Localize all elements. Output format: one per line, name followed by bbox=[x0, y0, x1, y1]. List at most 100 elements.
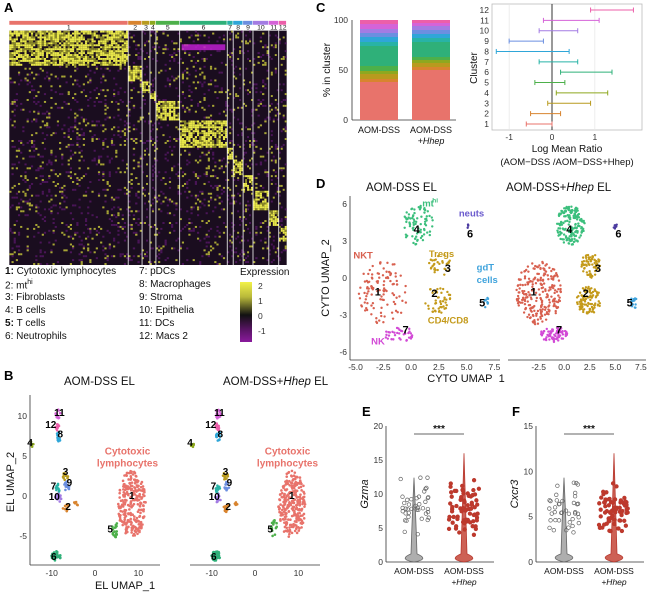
heatmap-cell bbox=[142, 188, 145, 191]
heatmap-cell bbox=[41, 112, 44, 115]
heatmap-cell bbox=[164, 63, 167, 66]
heatmap-cell bbox=[67, 145, 70, 148]
heatmap-cell bbox=[284, 120, 287, 123]
cluster-id-label: 12 bbox=[279, 25, 287, 32]
heatmap-cell bbox=[43, 38, 47, 41]
heatmap-cell bbox=[28, 40, 31, 43]
heatmap-cell bbox=[284, 130, 287, 133]
umap-point bbox=[223, 507, 227, 510]
heatmap-cell bbox=[78, 46, 81, 49]
heatmap-cell bbox=[11, 32, 14, 35]
umap-point bbox=[390, 311, 394, 314]
heatmap-cell bbox=[37, 167, 40, 170]
umap-point bbox=[547, 277, 550, 281]
heatmap-cell bbox=[100, 61, 103, 64]
umap-point bbox=[300, 526, 303, 529]
heatmap: 1 2 3 4 5 6 7 8 9 10 11 12 bbox=[9, 20, 287, 265]
heatmap-cell bbox=[155, 116, 159, 119]
heatmap-cell bbox=[104, 108, 107, 111]
heatmap-cell bbox=[155, 247, 159, 250]
heatmap-cell bbox=[84, 75, 88, 78]
heatmap-cell bbox=[30, 140, 34, 142]
heatmap-cell bbox=[212, 134, 215, 137]
heatmap-cell bbox=[192, 140, 195, 142]
heatmap-cell bbox=[89, 91, 92, 94]
heatmap-cell bbox=[78, 36, 81, 39]
heatmap-cell bbox=[188, 89, 191, 92]
heatmap-cell bbox=[30, 32, 34, 35]
heatmap-cell bbox=[74, 44, 77, 47]
heatmap-cell bbox=[153, 145, 156, 148]
heatmap-cell bbox=[137, 69, 140, 72]
heatmap-cell bbox=[82, 89, 85, 92]
heatmap-cell bbox=[276, 223, 279, 226]
heatmap-cell bbox=[13, 48, 16, 51]
heatmap-cell bbox=[91, 38, 94, 41]
heatmap-cell bbox=[266, 259, 269, 262]
heatmap-cell bbox=[274, 223, 277, 226]
heatmap-cell bbox=[251, 124, 253, 127]
heatmap-cell bbox=[162, 112, 165, 115]
heatmap-cell bbox=[9, 57, 12, 60]
heatmap-cell bbox=[30, 63, 34, 66]
heatmap-cell bbox=[33, 61, 36, 64]
heatmap-cell bbox=[46, 126, 49, 129]
heatmap-cell bbox=[233, 75, 236, 78]
heatmap-cell bbox=[37, 42, 40, 45]
umap-point bbox=[413, 208, 416, 211]
heatmap-cell bbox=[216, 243, 219, 246]
heatmap-cell bbox=[123, 56, 127, 58]
heatmap-cell bbox=[78, 184, 81, 187]
heatmap-cell bbox=[89, 57, 92, 60]
heatmap-cell bbox=[245, 208, 248, 211]
heatmap-cell bbox=[284, 233, 287, 236]
umap-point bbox=[531, 320, 535, 323]
heatmap-cell bbox=[35, 177, 38, 180]
heatmap-cell bbox=[216, 229, 219, 232]
heatmap-cell bbox=[190, 194, 193, 197]
umap-point bbox=[359, 286, 362, 289]
heatmap-cell bbox=[28, 208, 31, 211]
umap-point bbox=[219, 498, 222, 502]
heatmap-cell bbox=[67, 54, 70, 57]
heatmap-cell bbox=[168, 85, 172, 88]
umap-point bbox=[391, 317, 395, 320]
heatmap-cell bbox=[117, 32, 120, 35]
x-axis-title: EL UMAP_1 bbox=[95, 580, 155, 592]
heatmap-cell bbox=[95, 34, 98, 37]
heatmap-cell bbox=[139, 132, 143, 135]
umap-point bbox=[219, 412, 222, 416]
heatmap-cell bbox=[41, 56, 44, 58]
heatmap-cell bbox=[148, 85, 150, 88]
heatmap-cell bbox=[190, 136, 193, 139]
heatmap-cell bbox=[175, 87, 178, 90]
heatmap-cell bbox=[28, 48, 31, 51]
heatmap-cell bbox=[144, 44, 147, 47]
heatmap-cell bbox=[54, 159, 57, 162]
heatmap-cell bbox=[108, 52, 111, 55]
y-tick-label: 9 bbox=[484, 36, 489, 46]
heatmap-cell bbox=[227, 89, 230, 92]
heatmap-cell bbox=[151, 57, 154, 60]
heatmap-cell bbox=[13, 196, 16, 199]
heatmap-cell bbox=[186, 77, 189, 80]
heatmap-cell bbox=[207, 116, 210, 119]
heatmap-cell bbox=[132, 231, 136, 234]
heatmap-cell bbox=[188, 122, 191, 125]
x-tick-label: 0 bbox=[93, 568, 98, 578]
heatmap-cell bbox=[65, 48, 68, 51]
heatmap-cell bbox=[280, 184, 283, 187]
heatmap-cell bbox=[257, 52, 260, 55]
heatmap-cell bbox=[63, 52, 66, 55]
x-tick-label: 0.0 bbox=[405, 362, 417, 372]
heatmap-cell bbox=[95, 233, 98, 236]
heatmap-cell bbox=[158, 257, 161, 260]
umap-point bbox=[526, 300, 529, 303]
y-tick-label: 5 bbox=[484, 78, 489, 88]
heatmap-cell bbox=[148, 89, 150, 92]
heatmap-cell bbox=[110, 44, 114, 47]
heatmap-cell bbox=[132, 247, 136, 250]
umap-point bbox=[290, 481, 294, 485]
heatmap-cell bbox=[276, 220, 279, 223]
heatmap-cell bbox=[173, 100, 176, 103]
